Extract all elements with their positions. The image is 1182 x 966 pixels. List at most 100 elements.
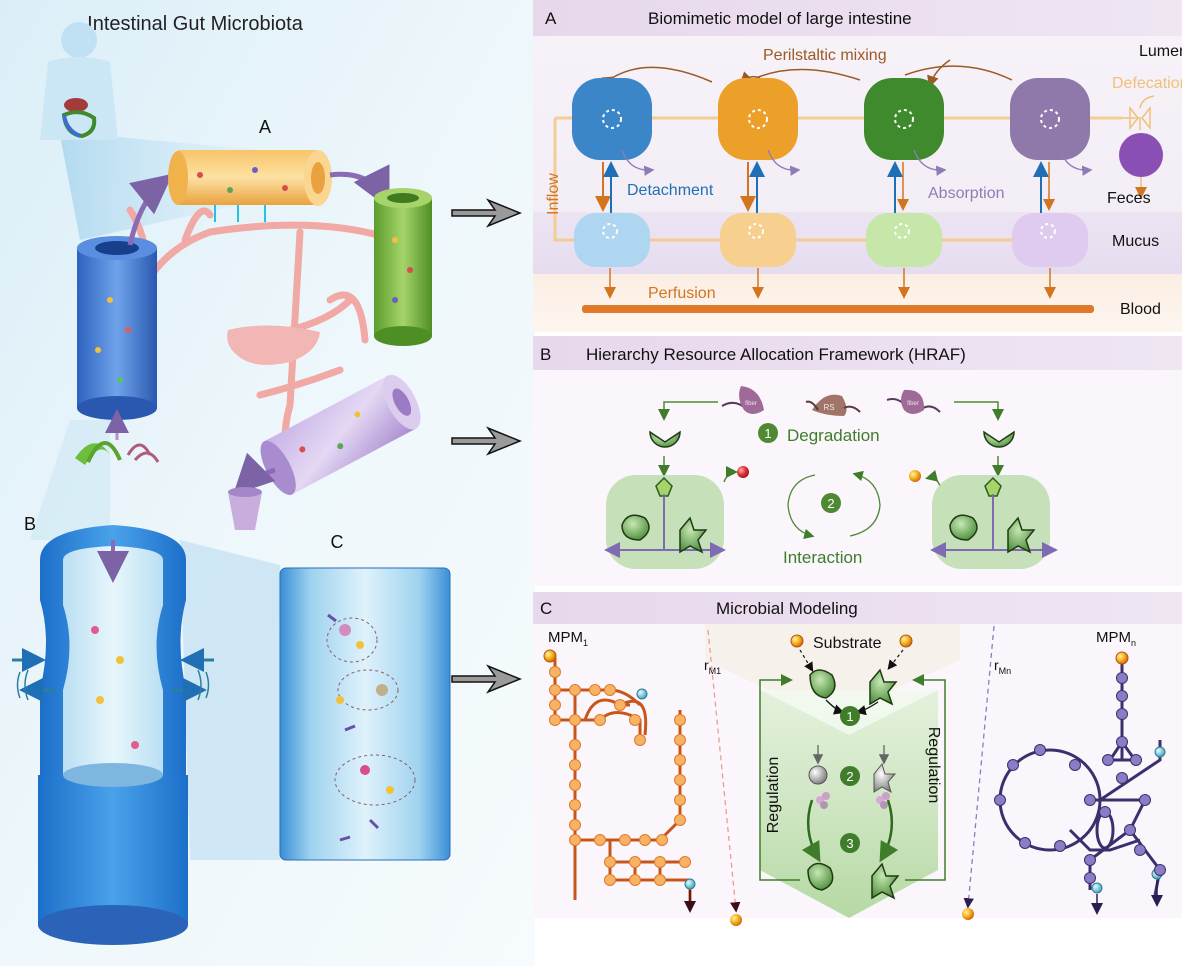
fiber-substrate-2: fiber (886, 389, 941, 414)
label-interaction: Interaction (783, 548, 862, 567)
mpm1-network-node (639, 834, 651, 846)
fiber-label-1: fiber (745, 401, 757, 407)
label-mpmn: MPMn (1096, 629, 1136, 648)
active-microbe-b (871, 862, 900, 900)
mpm1-network-node (549, 666, 561, 678)
mpmn-network-node (1069, 759, 1081, 771)
mpm1-network-node (629, 714, 641, 726)
mpm1-network (543, 649, 696, 913)
mpmn-network-node (1116, 672, 1128, 684)
step-1-number-c: 1 (846, 709, 853, 724)
mucus-compartment-3 (866, 213, 942, 267)
blood-region (533, 274, 1182, 332)
mpm1-network-node (674, 774, 686, 786)
step-2-number: 2 (827, 496, 834, 511)
mpmn-network-node (1034, 744, 1046, 756)
mpm1-network-node (569, 714, 581, 726)
flow-arrow-3 (232, 452, 276, 496)
label-regulation-right: Regulation (925, 727, 942, 804)
label-a-left: A (259, 117, 271, 137)
mpm1-network-node (619, 834, 631, 846)
enzyme-left (649, 430, 681, 448)
label-degradation: Degradation (787, 426, 880, 445)
inactive-microbe-b (873, 762, 897, 794)
liver-mini-icon (64, 98, 88, 112)
substrate-ball-left (790, 634, 804, 648)
step-2-badge (821, 493, 841, 513)
panel-c-header (533, 592, 1182, 624)
mpmn-network-node (1084, 794, 1096, 806)
label-defecation: Defecation (1112, 75, 1182, 92)
mpmn-network-node (1134, 844, 1146, 856)
lumen-compartment-2 (718, 78, 798, 160)
label-c-left: C (331, 532, 344, 552)
panel-b-title: Hierarchy Resource Allocation Framework … (586, 345, 966, 364)
mpmn-network (994, 651, 1166, 915)
mpm1-network-node (674, 714, 686, 726)
mpm1-network-node (569, 684, 581, 696)
label-feces: Feces (1107, 190, 1151, 207)
microbe-a-substrate (809, 669, 836, 699)
step-1-badge (758, 423, 778, 443)
mpm1-network-node (674, 754, 686, 766)
rs-label: RS (823, 403, 834, 412)
waste-cup-icon (228, 492, 262, 530)
arrow-to-panel-c (451, 664, 522, 694)
mpmn-network-node (1116, 690, 1128, 702)
panel-b-letter: B (540, 345, 551, 364)
human-silhouette (40, 22, 118, 140)
mpmn-network-node (1124, 824, 1136, 836)
tube-transverse (168, 150, 332, 222)
mpm1-network-node (634, 734, 646, 746)
mpmn-network-node (1154, 864, 1166, 876)
microbe-cluster-right (930, 475, 1058, 569)
label-lumen: Lumen (1139, 43, 1182, 60)
zoom-beam-c (180, 540, 280, 860)
mpmn-network-node (1130, 754, 1142, 766)
connector-arrows (451, 198, 522, 694)
step-2-number-c: 2 (846, 769, 853, 784)
activated-enzyme-right (984, 476, 1002, 497)
panel-c-title: Microbial Modeling (716, 599, 858, 618)
mpmn-network-node (1019, 837, 1031, 849)
mpmn-network-node (1007, 759, 1019, 771)
label-substrate: Substrate (813, 635, 882, 652)
feces-compartment (1119, 133, 1163, 177)
lumen-compartment-1 (572, 78, 652, 160)
rmn-flux-arrow (963, 625, 995, 909)
label-mpm1: MPM1 (548, 629, 588, 648)
rmn-metabolite (962, 908, 974, 920)
mpmn-network-node (1116, 736, 1128, 748)
label-rmn: rMn (994, 657, 1011, 676)
metabolite-orange (909, 470, 921, 482)
mpm1-network-node (569, 739, 581, 751)
mpmn-network-node (1139, 794, 1151, 806)
rs-substrate: RS (805, 394, 861, 416)
mpm1-network-node (589, 684, 601, 696)
panel-c: C Microbial Modeling MPM1 rM1 MPMn rMn S… (533, 592, 1182, 926)
label-perfusion: Perfusion (648, 285, 716, 302)
regulation-loop-right (905, 674, 946, 881)
panel-a-header (533, 0, 1182, 36)
lumen-compartment-3 (864, 78, 944, 160)
mpm1-network-node (569, 759, 581, 771)
mpm1-network-node (654, 874, 666, 886)
exchange-arrows (595, 161, 1055, 215)
mpm1-network-node (569, 799, 581, 811)
fiber-label-2: fiber (907, 401, 919, 407)
label-mucus: Mucus (1112, 233, 1159, 250)
metabolite-red (737, 466, 749, 478)
mpm1-network-node (569, 779, 581, 791)
microbe-cluster-left (604, 475, 726, 569)
substrate-ball-right (899, 634, 913, 648)
label-regulation-left: Regulation (765, 757, 782, 834)
panel-a-title: Biomimetic model of large intestine (648, 9, 912, 28)
blood-vessel-bar (582, 305, 1094, 313)
mpm1-network-node (674, 814, 686, 826)
microbe-a-right (949, 514, 978, 541)
rm1-flux-arrow (707, 629, 741, 913)
microbe-b-substrate (869, 668, 898, 706)
panel-c-letter: C (540, 599, 552, 618)
mpm1-network-node (569, 819, 581, 831)
label-detachment: Detachment (627, 182, 714, 199)
